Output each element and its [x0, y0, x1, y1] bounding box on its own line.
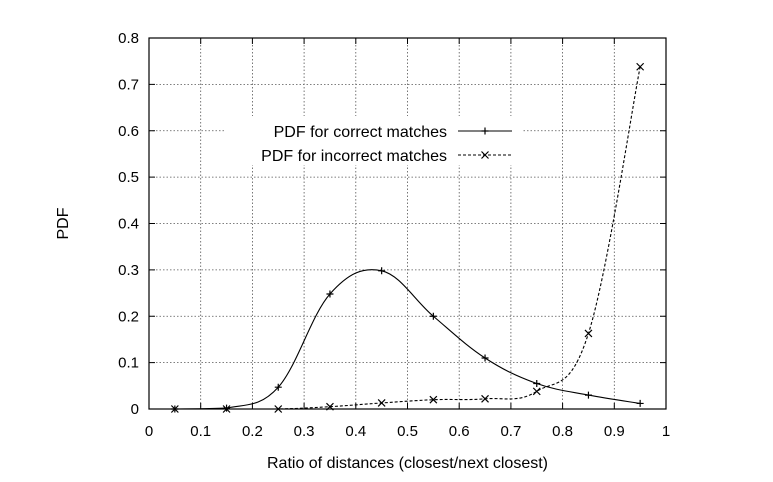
y-tick-label: 0.3	[118, 262, 139, 279]
y-tick-label: 0.2	[118, 308, 139, 325]
data-point-marker	[584, 391, 592, 399]
x-tick-label: 0.8	[552, 423, 573, 440]
y-tick-label: 0.7	[118, 76, 139, 93]
data-point-marker	[274, 405, 283, 413]
x-tick-label: 0.2	[242, 423, 263, 440]
y-tick-label: 0.5	[118, 169, 139, 186]
data-point-marker	[326, 290, 334, 298]
legend-background	[225, 116, 522, 165]
data-point-marker	[377, 399, 386, 407]
data-point-marker	[481, 394, 489, 403]
data-point-marker	[223, 404, 231, 412]
series-incorrect-matches	[170, 62, 645, 413]
data-point-marker	[481, 127, 489, 135]
series-line	[174, 269, 641, 410]
x-tick-label: 0.5	[397, 423, 418, 440]
data-point-marker	[429, 395, 438, 404]
y-axis-title: PDF	[55, 207, 72, 239]
x-tick-label: 0.7	[500, 423, 521, 440]
grid	[149, 38, 666, 409]
data-point-marker	[584, 329, 593, 338]
x-tick-label: 0.1	[190, 423, 211, 440]
series-line	[174, 66, 641, 410]
legend-label: PDF for correct matches	[274, 124, 447, 141]
x-tick-label: 0	[145, 423, 153, 440]
data-point-marker	[533, 379, 541, 387]
data-point-marker	[636, 62, 645, 71]
axes: 0 0.1 0.2 0.3 0.4 0.5 0.6 0.7 0.8 0.9 1 0 0.1 0.2 0.3 0…	[118, 30, 670, 440]
legend: PDF for correct matches PDF for incorrect…	[261, 124, 512, 165]
y-tick-label: 0.8	[118, 30, 139, 47]
data-point-marker	[170, 405, 179, 413]
data-point-marker	[274, 383, 282, 391]
y-tick-label: 0.4	[118, 216, 139, 233]
x-tick-label: 1	[662, 423, 670, 440]
data-point-marker	[222, 405, 231, 413]
x-tick-label: 0.6	[449, 423, 470, 440]
data-point-marker	[481, 151, 489, 159]
y-tick-label: 0.6	[118, 123, 139, 140]
y-tick-label: 0	[131, 401, 139, 418]
data-point-marker	[326, 402, 334, 411]
data-point-marker	[378, 267, 386, 275]
x-tick-label: 0.4	[345, 423, 366, 440]
legend-label: PDF for incorrect matches	[261, 148, 447, 165]
series-layer	[170, 62, 645, 413]
x-tick-label: 0.9	[604, 423, 625, 440]
data-point-marker	[481, 354, 489, 362]
x-axis-title: Ratio of distances (closest/next closest…	[267, 455, 548, 472]
plot-border	[148, 37, 667, 410]
data-point-marker	[636, 399, 644, 407]
x-tick-label: 0.3	[294, 423, 315, 440]
data-point-marker	[429, 312, 437, 320]
y-tick-label: 0.1	[118, 355, 139, 372]
data-point-marker	[532, 387, 541, 396]
